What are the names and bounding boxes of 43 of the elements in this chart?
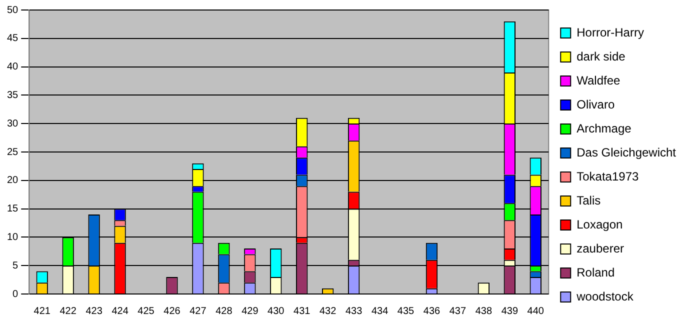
x-tick-label: 429 xyxy=(242,306,259,317)
legend-label: Archmage xyxy=(576,121,632,136)
x-tick-label: 433 xyxy=(345,306,363,317)
y-tick-label: 0 xyxy=(12,288,19,300)
x-tick-label: 436 xyxy=(423,306,441,317)
x-tick-label: 422 xyxy=(60,306,77,317)
x-tick-label: 432 xyxy=(319,306,337,317)
x-tick-label: 435 xyxy=(397,306,415,317)
x-tick-label: 437 xyxy=(449,306,466,317)
legend-label: Tokata1973 xyxy=(576,169,639,184)
legend-label: woodstock xyxy=(576,289,634,304)
x-tick-label: 423 xyxy=(86,306,103,317)
legend-label: zauberer xyxy=(576,241,624,256)
legend-label: Horror-Harry xyxy=(576,25,644,40)
x-tick-label: 421 xyxy=(34,306,51,317)
x-tick-label: 439 xyxy=(501,306,518,317)
x-tick-label: 430 xyxy=(268,306,285,317)
y-tick-label: 20 xyxy=(7,175,19,186)
y-tick-label: 35 xyxy=(7,90,19,101)
legend-label: Olivaro xyxy=(576,97,615,112)
y-tick-label: 45 xyxy=(7,33,19,44)
y-tick-label: 50 xyxy=(7,4,19,16)
x-tick-label: 434 xyxy=(371,306,389,317)
legend-label: Talis xyxy=(576,193,601,208)
x-tick-label: 425 xyxy=(138,306,155,317)
y-tick-label: 40 xyxy=(7,62,19,73)
y-tick-label: 30 xyxy=(7,118,19,130)
x-tick-label: 427 xyxy=(190,306,207,317)
x-tick-label: 426 xyxy=(164,306,181,317)
legend-label: Waldfee xyxy=(576,73,621,88)
x-tick-label: 438 xyxy=(475,306,492,317)
y-tick-label: 15 xyxy=(7,204,19,215)
legend-label: dark side xyxy=(576,49,626,64)
y-tick-label: 10 xyxy=(7,232,19,243)
legend-label: Roland xyxy=(576,265,615,280)
x-tick-label: 431 xyxy=(294,306,311,317)
x-tick-label: 424 xyxy=(112,306,129,317)
x-tick-label: 440 xyxy=(527,306,544,317)
legend-label: Loxagon xyxy=(576,217,623,232)
legend-label: Das Gleichgewicht xyxy=(576,145,677,160)
y-tick-label: 5 xyxy=(12,260,19,272)
x-tick-label: 428 xyxy=(216,306,233,317)
y-tick-label: 25 xyxy=(7,146,19,158)
